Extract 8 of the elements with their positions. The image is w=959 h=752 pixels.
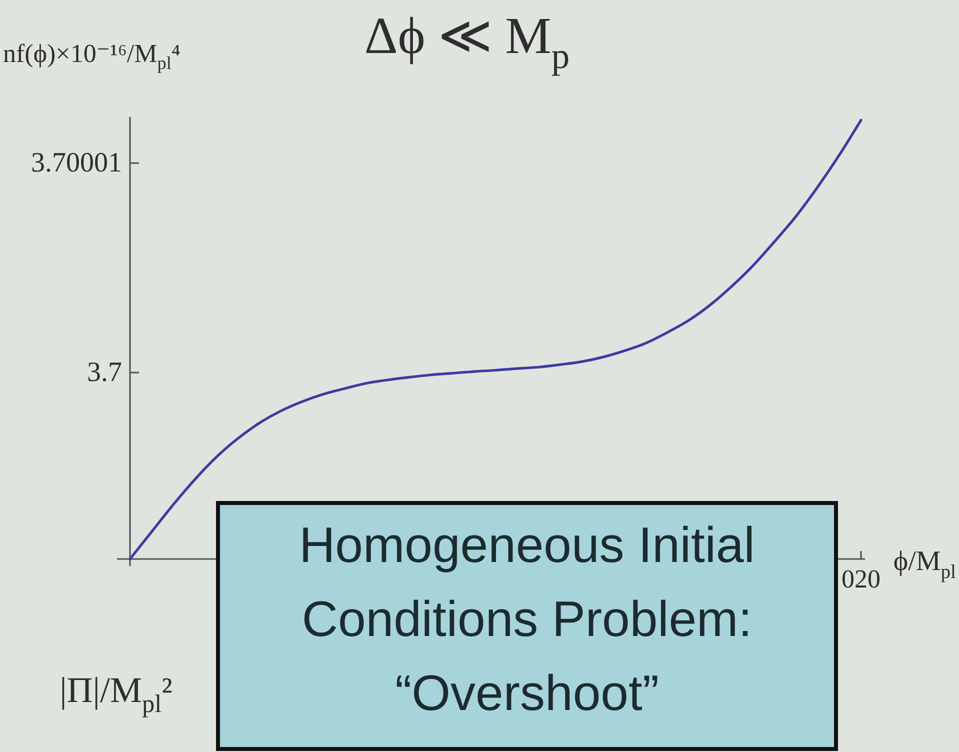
x-axis-title: ϕ/M$_{pl}$ (893, 546, 957, 583)
y-tick-label: 3.7 (87, 357, 122, 388)
x-tick-label: 020 (842, 564, 880, 594)
y-tick-label: 3.70001 (31, 148, 122, 179)
chart-title: Δϕ ≪ M$_{p}$ (364, 8, 570, 76)
annotation: Homogeneous Initial Conditions Problem: “Overshoot” (299, 517, 755, 721)
text: |Π|/M$_{pl}$² (60, 670, 172, 718)
y-axis-title: nf(ϕ)×10⁻¹⁶/M$_{pl}$⁴ (3, 39, 180, 74)
